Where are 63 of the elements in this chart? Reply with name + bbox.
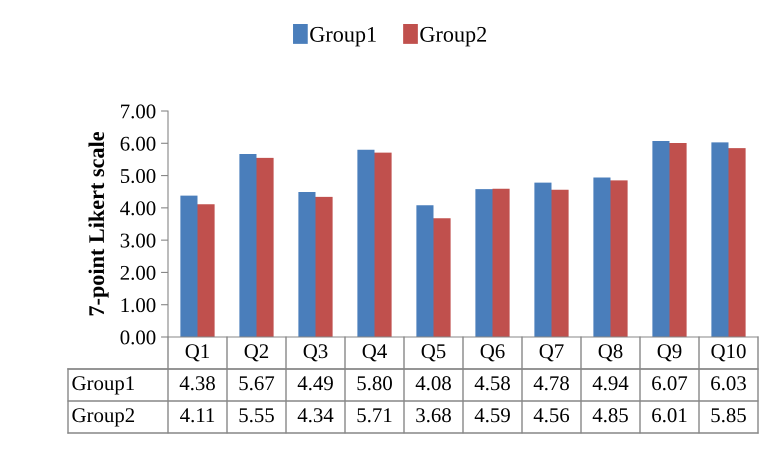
x-tick-label: Q5 xyxy=(422,344,446,362)
data-label: 4.11 xyxy=(180,408,214,422)
data-label: 4.94 xyxy=(592,376,628,390)
bar xyxy=(374,152,392,337)
bar xyxy=(416,205,434,337)
bar xyxy=(316,196,333,337)
bar xyxy=(711,142,728,337)
data-label: 4.58 xyxy=(474,376,510,390)
y-tick-label: 3.00 xyxy=(120,234,156,248)
x-tick-label: Q1 xyxy=(186,344,209,362)
y-tick-label: 0.00 xyxy=(120,330,156,345)
bar xyxy=(610,180,628,337)
data-label: 5.85 xyxy=(711,408,746,422)
bar xyxy=(298,192,316,337)
data-label: 3.68 xyxy=(416,408,451,422)
data-label: 5.55 xyxy=(239,408,274,422)
y-tick-label: 2.00 xyxy=(120,266,156,280)
data-label: 4.85 xyxy=(592,408,628,422)
bar xyxy=(593,178,610,337)
y-tick-label: 7.00 xyxy=(121,104,156,119)
text: Group2 xyxy=(72,408,134,426)
data-label: 4.78 xyxy=(534,376,569,390)
data-label: 6.07 xyxy=(652,376,688,390)
x-tick-label: Q10 xyxy=(711,344,746,362)
y-tick-label: 6.00 xyxy=(120,136,156,151)
x-tick-label: Q8 xyxy=(598,344,622,362)
data-label: 5.71 xyxy=(357,408,392,422)
bar xyxy=(652,141,670,337)
data-label: 4.59 xyxy=(474,408,510,422)
bar xyxy=(198,204,215,337)
x-tick-label: Q6 xyxy=(480,344,505,362)
legend-label: Group1 xyxy=(310,26,376,46)
data-label: 5.80 xyxy=(357,376,392,390)
bar xyxy=(534,182,552,337)
x-tick-label: Q2 xyxy=(244,344,268,362)
bar xyxy=(552,190,569,337)
x-tick-label: Q4 xyxy=(362,344,387,362)
x-tick-label: Q3 xyxy=(304,344,328,362)
data-label: 4.56 xyxy=(534,408,570,422)
legend-label: Group2 xyxy=(420,26,486,46)
x-tick-label: Q9 xyxy=(658,344,682,362)
y-axis-title: 7-point Likert scale xyxy=(88,132,109,316)
bar xyxy=(357,150,374,337)
bar xyxy=(239,154,256,337)
data-label: 4.49 xyxy=(298,376,333,390)
text: Group1 xyxy=(72,376,134,394)
data-label: 6.01 xyxy=(652,408,686,422)
bar xyxy=(670,142,687,337)
bar xyxy=(434,218,451,337)
data-label: 6.03 xyxy=(711,376,746,390)
data-label: 4.08 xyxy=(416,376,451,390)
x-tick-label: Q7 xyxy=(540,344,564,362)
data-label: 4.38 xyxy=(180,376,215,390)
bar xyxy=(180,196,198,337)
bar xyxy=(256,158,274,337)
y-tick-label: 5.00 xyxy=(120,168,156,184)
data-label: 4.34 xyxy=(298,408,334,422)
bar xyxy=(475,189,492,337)
bar xyxy=(728,148,746,337)
y-tick-label: 1.00 xyxy=(122,298,156,312)
y-tick-label: 4.00 xyxy=(120,201,156,216)
data-label: 5.67 xyxy=(239,376,274,390)
bar xyxy=(492,188,510,337)
